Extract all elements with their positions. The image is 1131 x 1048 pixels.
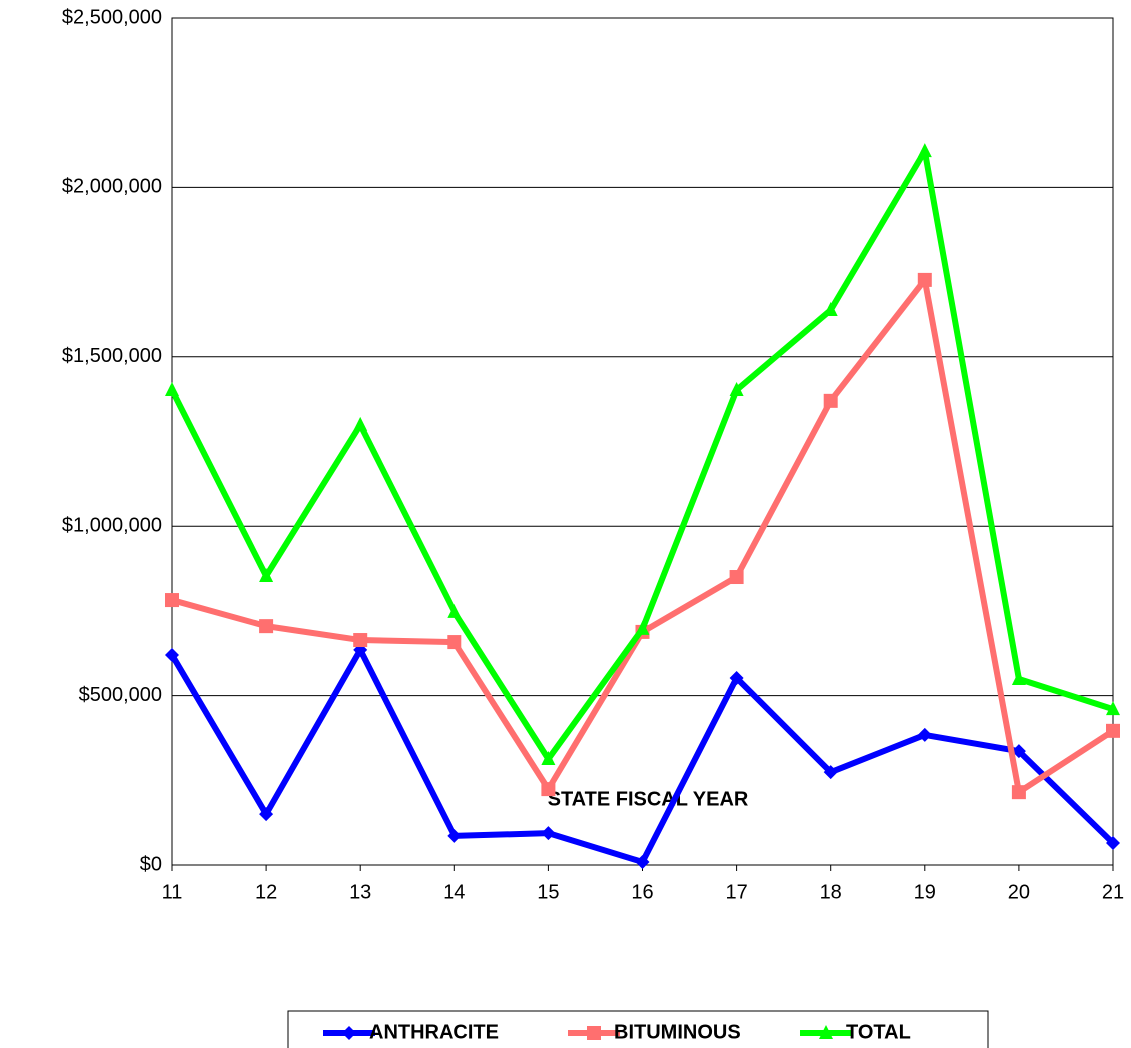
marker xyxy=(541,750,556,765)
x-tick-label: 18 xyxy=(820,881,842,903)
legend-label: TOTAL xyxy=(846,1021,911,1043)
x-tick-label: 15 xyxy=(537,881,559,903)
marker xyxy=(165,593,179,608)
marker xyxy=(635,620,650,635)
y-tick-label: $0 xyxy=(140,853,162,875)
x-axis-title: STATE FISCAL YEAR xyxy=(548,788,749,810)
marker xyxy=(729,670,744,685)
x-tick-label: 14 xyxy=(443,881,465,903)
legend-box xyxy=(287,1010,989,1048)
marker xyxy=(917,727,932,742)
marker xyxy=(541,782,556,797)
marker xyxy=(259,619,274,634)
x-tick-label: 21 xyxy=(1102,881,1124,903)
y-tick-label: $1,500,000 xyxy=(62,345,162,367)
x-tick-label: 12 xyxy=(255,881,277,903)
marker xyxy=(823,765,838,780)
marker xyxy=(447,603,462,618)
series-line xyxy=(169,646,1116,865)
marker xyxy=(447,635,462,650)
x-tick-label: 20 xyxy=(1008,881,1030,903)
x-tick-label: 19 xyxy=(914,881,936,903)
marker xyxy=(259,807,274,822)
marker xyxy=(353,633,368,648)
marker xyxy=(1106,723,1120,738)
series-line xyxy=(169,148,1114,762)
marker xyxy=(917,272,932,287)
marker xyxy=(729,570,744,585)
marker xyxy=(165,382,179,397)
marker xyxy=(917,143,932,158)
x-tick-label: 16 xyxy=(631,881,653,903)
marker xyxy=(823,302,838,317)
marker xyxy=(823,393,838,408)
marker xyxy=(1011,744,1026,759)
marker xyxy=(165,647,179,662)
y-tick-label: $2,000,000 xyxy=(62,176,162,198)
marker xyxy=(729,382,744,397)
marker xyxy=(1011,785,1026,800)
legend-label: ANTHRACITE xyxy=(369,1021,499,1043)
x-tick-label: 13 xyxy=(349,881,371,903)
marker xyxy=(259,568,274,583)
marker xyxy=(353,416,368,431)
marker xyxy=(447,828,462,843)
y-tick-label: $2,500,000 xyxy=(62,6,162,28)
legend-label: BITUMINOUS xyxy=(614,1021,741,1043)
marker xyxy=(541,826,556,841)
marker xyxy=(342,1026,356,1040)
marker xyxy=(819,1025,833,1039)
x-tick-label: 17 xyxy=(725,881,747,903)
marker xyxy=(1011,670,1026,685)
y-tick-label: $1,000,000 xyxy=(62,514,162,536)
marker xyxy=(1106,701,1120,716)
marker xyxy=(635,854,650,869)
x-tick-label: 11 xyxy=(162,881,183,903)
marker xyxy=(587,1026,601,1040)
y-tick-label: $500,000 xyxy=(79,684,162,706)
marker xyxy=(1106,835,1120,850)
